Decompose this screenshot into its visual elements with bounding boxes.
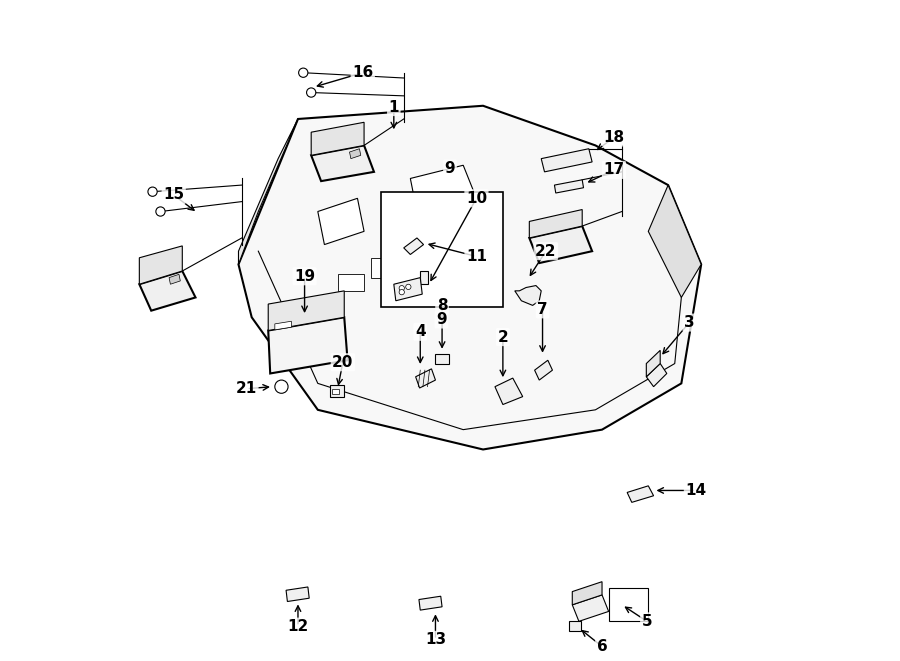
Polygon shape [311,122,364,155]
Text: 15: 15 [163,188,184,202]
Polygon shape [318,198,364,245]
Polygon shape [418,596,442,610]
Polygon shape [140,246,183,284]
Polygon shape [572,595,608,621]
Text: 13: 13 [425,633,446,647]
Text: 8: 8 [436,298,447,313]
Circle shape [148,187,157,196]
Polygon shape [404,238,424,254]
Text: 9: 9 [445,161,455,176]
Polygon shape [627,486,653,502]
Circle shape [406,284,411,290]
Polygon shape [450,245,496,284]
Circle shape [299,68,308,77]
Polygon shape [311,145,374,181]
Circle shape [307,88,316,97]
Text: 16: 16 [352,65,374,80]
Polygon shape [535,360,553,380]
Bar [332,389,339,394]
Polygon shape [450,270,473,284]
Polygon shape [410,261,436,278]
Text: 1: 1 [389,100,399,114]
Text: 4: 4 [415,325,426,339]
Circle shape [156,207,165,216]
Polygon shape [572,582,602,605]
Bar [608,588,648,621]
Text: 3: 3 [684,315,695,330]
Text: 19: 19 [294,269,315,284]
Polygon shape [646,350,661,377]
Polygon shape [648,185,701,297]
Text: 2: 2 [498,330,508,344]
Text: 20: 20 [332,355,354,369]
Polygon shape [268,291,344,330]
Text: 5: 5 [642,614,652,629]
Text: 22: 22 [536,244,556,258]
Polygon shape [238,106,701,449]
Polygon shape [274,321,292,330]
Text: 17: 17 [603,163,625,177]
Polygon shape [416,369,436,388]
Polygon shape [371,258,404,278]
Circle shape [399,290,404,295]
Text: 6: 6 [597,639,608,654]
Polygon shape [410,165,476,212]
Polygon shape [268,317,347,373]
Polygon shape [394,278,422,301]
Text: 10: 10 [466,191,487,206]
Polygon shape [286,587,310,602]
Circle shape [274,380,288,393]
Text: 7: 7 [537,302,548,317]
Polygon shape [529,226,592,263]
Polygon shape [529,210,582,238]
Text: 21: 21 [236,381,257,396]
Polygon shape [349,149,361,159]
Bar [381,192,503,307]
Polygon shape [554,180,583,193]
Text: 14: 14 [685,483,706,498]
Polygon shape [495,378,523,405]
Bar [436,354,449,364]
Polygon shape [140,271,195,311]
Polygon shape [338,274,364,291]
Circle shape [399,286,404,291]
Polygon shape [238,119,298,264]
Text: 12: 12 [287,619,309,634]
Polygon shape [515,286,541,305]
Text: 11: 11 [466,249,487,264]
Polygon shape [646,364,667,387]
Polygon shape [541,149,592,172]
Bar [420,271,428,284]
Text: 9: 9 [436,312,446,327]
Circle shape [297,309,312,325]
Bar [569,621,580,631]
Bar [329,385,344,397]
Polygon shape [169,274,180,284]
Text: 18: 18 [603,130,625,145]
